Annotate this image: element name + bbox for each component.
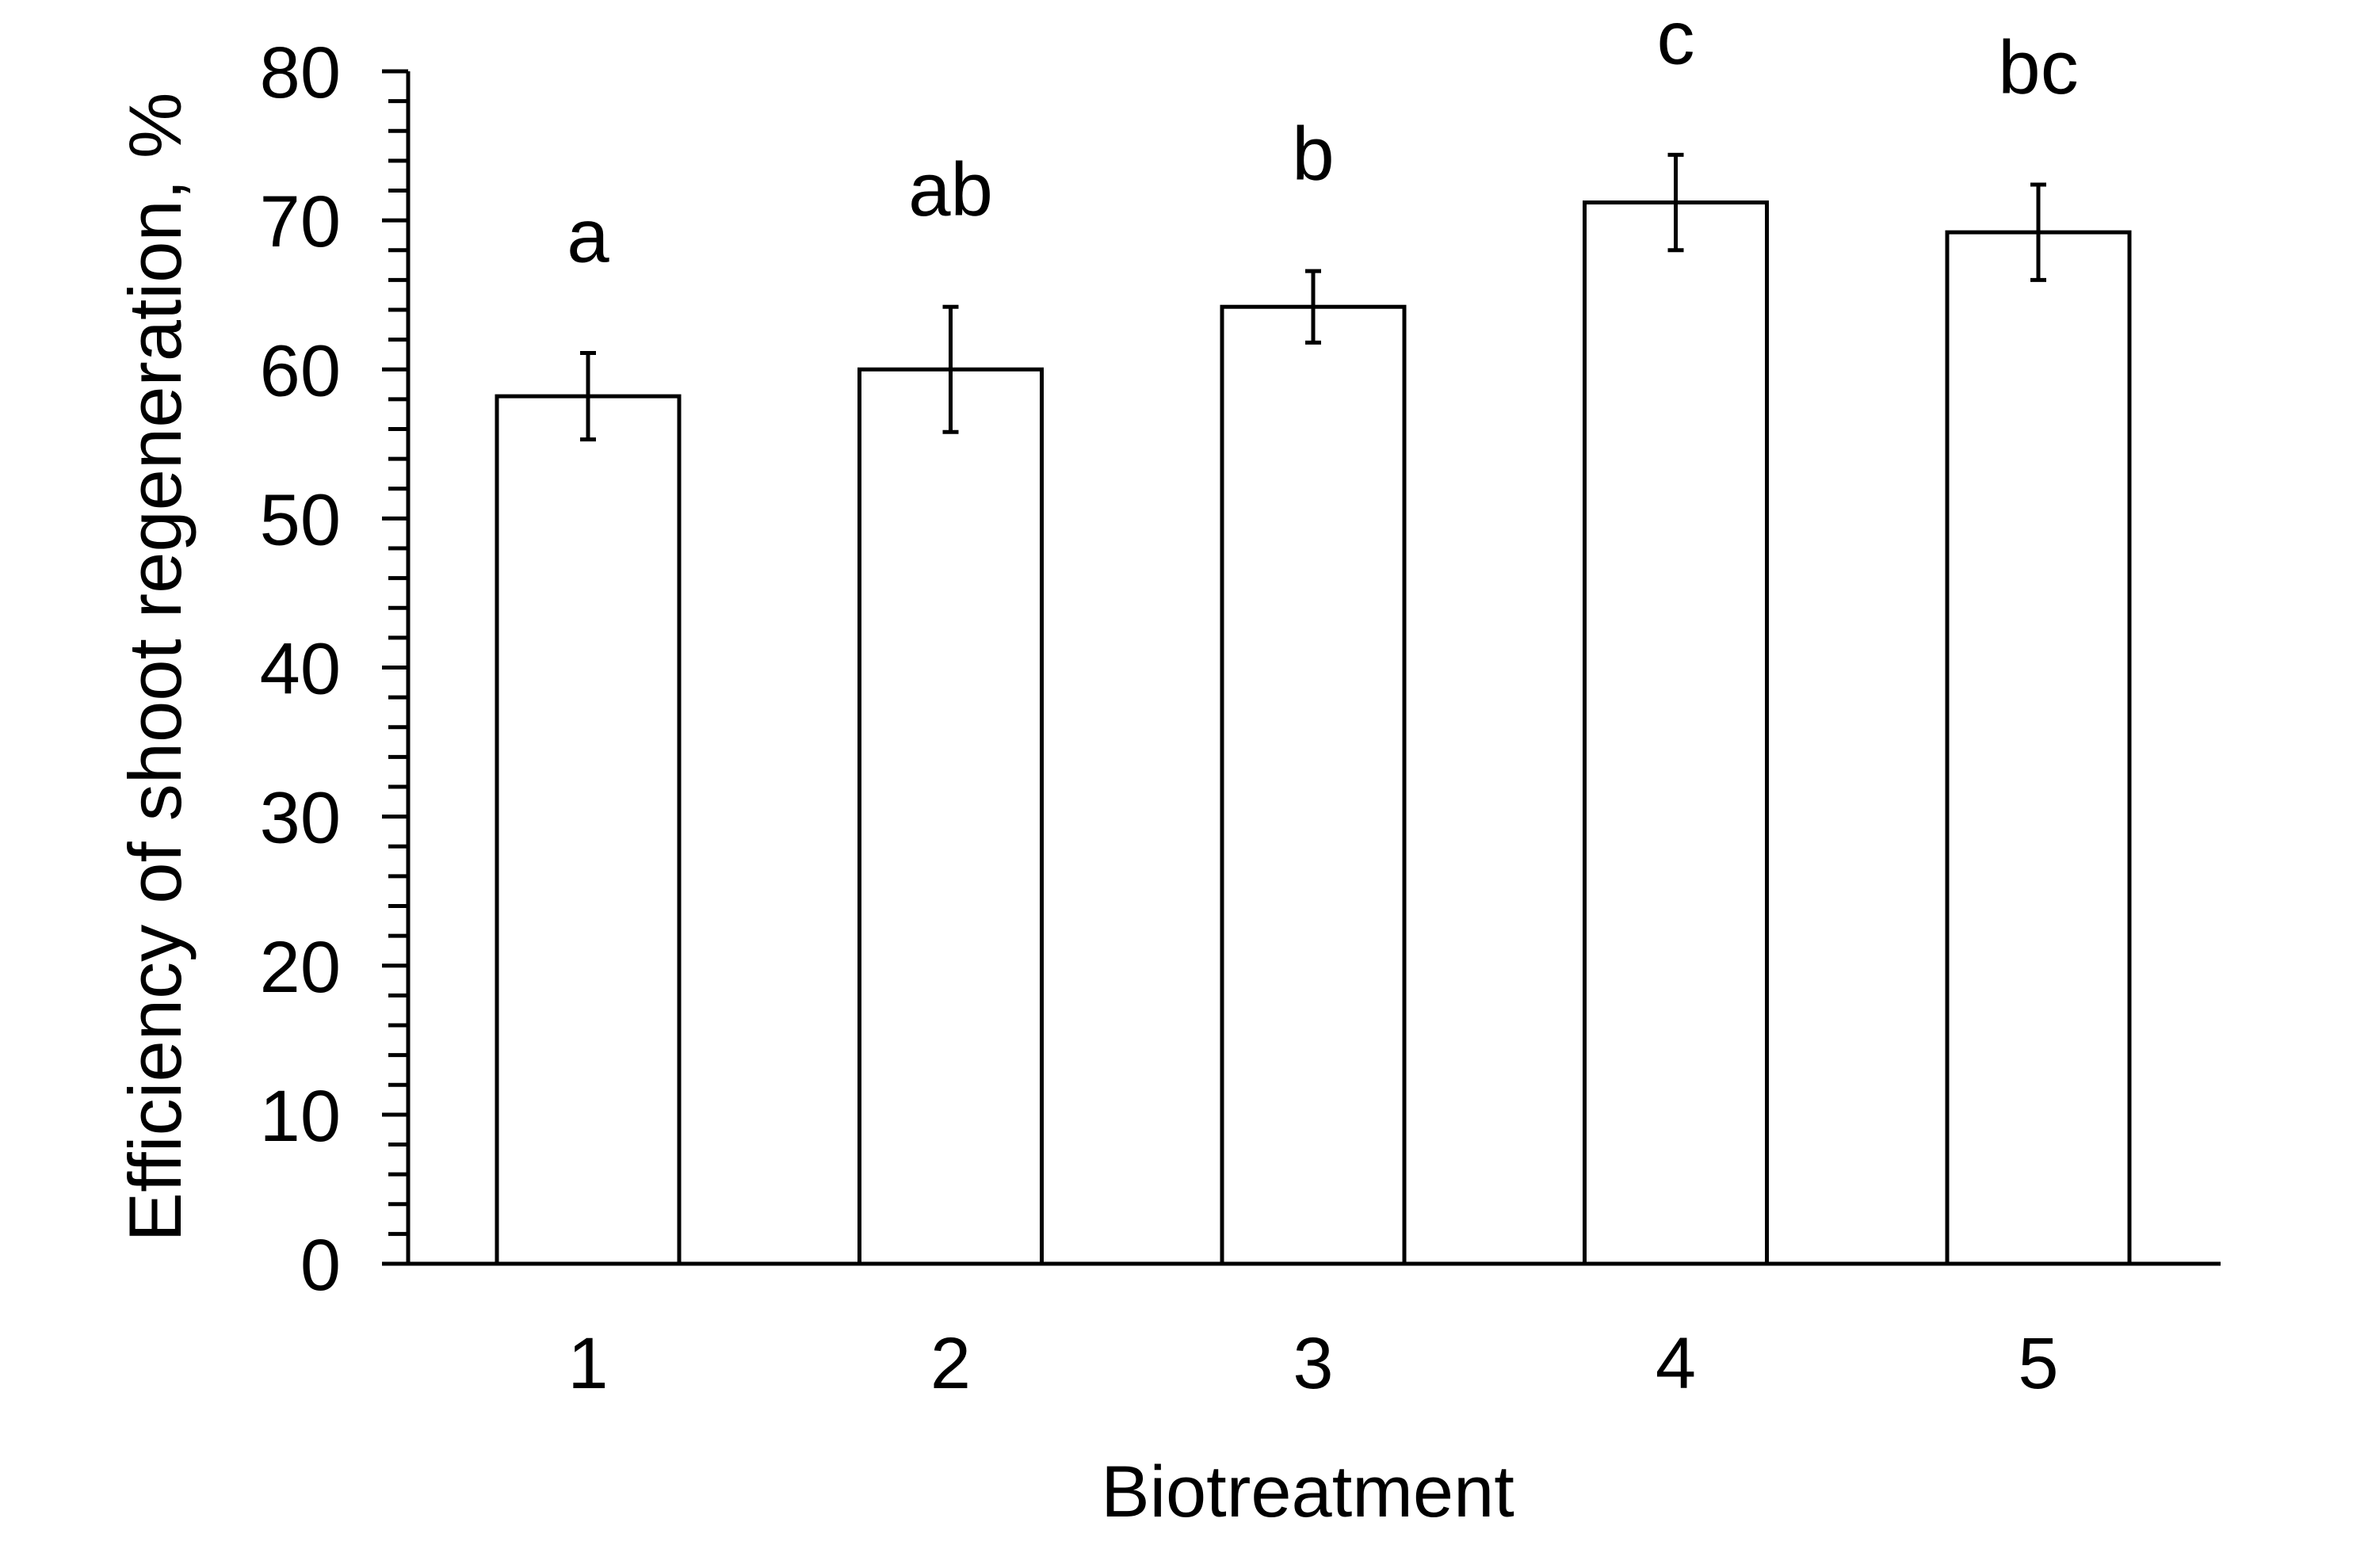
x-axis-tick-label: 2	[930, 1323, 971, 1404]
x-axis-tick-label: 1	[567, 1323, 608, 1404]
bar	[1583, 200, 1769, 1266]
y-axis-tick-label: 40	[260, 629, 341, 710]
significance-letter: bc	[1998, 25, 2078, 110]
y-axis-tick-label: 20	[260, 927, 341, 1008]
plot-area: 0 10 20 30 40 50 60 70 80 a 1 ab 2 b 3 c 4 bc 5	[260, 0, 2221, 1404]
significance-letter: c	[1657, 0, 1695, 80]
x-axis-tick-label: 3	[1293, 1323, 1333, 1404]
y-axis-tick-label: 70	[260, 181, 341, 262]
x-axis-title: Biotreatment	[1101, 1452, 1514, 1532]
y-axis-tick-label: 10	[260, 1076, 341, 1157]
bar	[495, 394, 682, 1266]
y-axis-tick-label: 0	[300, 1225, 341, 1306]
x-axis-tick-label: 5	[2018, 1323, 2058, 1404]
y-axis-tick-label: 50	[260, 479, 341, 560]
y-axis-tick-label: 60	[260, 330, 341, 411]
y-axis-tick-label: 30	[260, 778, 341, 859]
significance-letter: ab	[908, 147, 993, 232]
significance-letter: b	[1292, 112, 1334, 196]
y-axis-title: Efficiency of shoot regeneration, %	[113, 93, 197, 1242]
x-axis-tick-label: 4	[1656, 1323, 1696, 1404]
bar	[857, 367, 1044, 1266]
significance-letter: a	[567, 194, 609, 279]
bar	[1945, 230, 2132, 1266]
bar	[1220, 304, 1407, 1266]
y-axis-tick-label: 80	[260, 32, 341, 113]
